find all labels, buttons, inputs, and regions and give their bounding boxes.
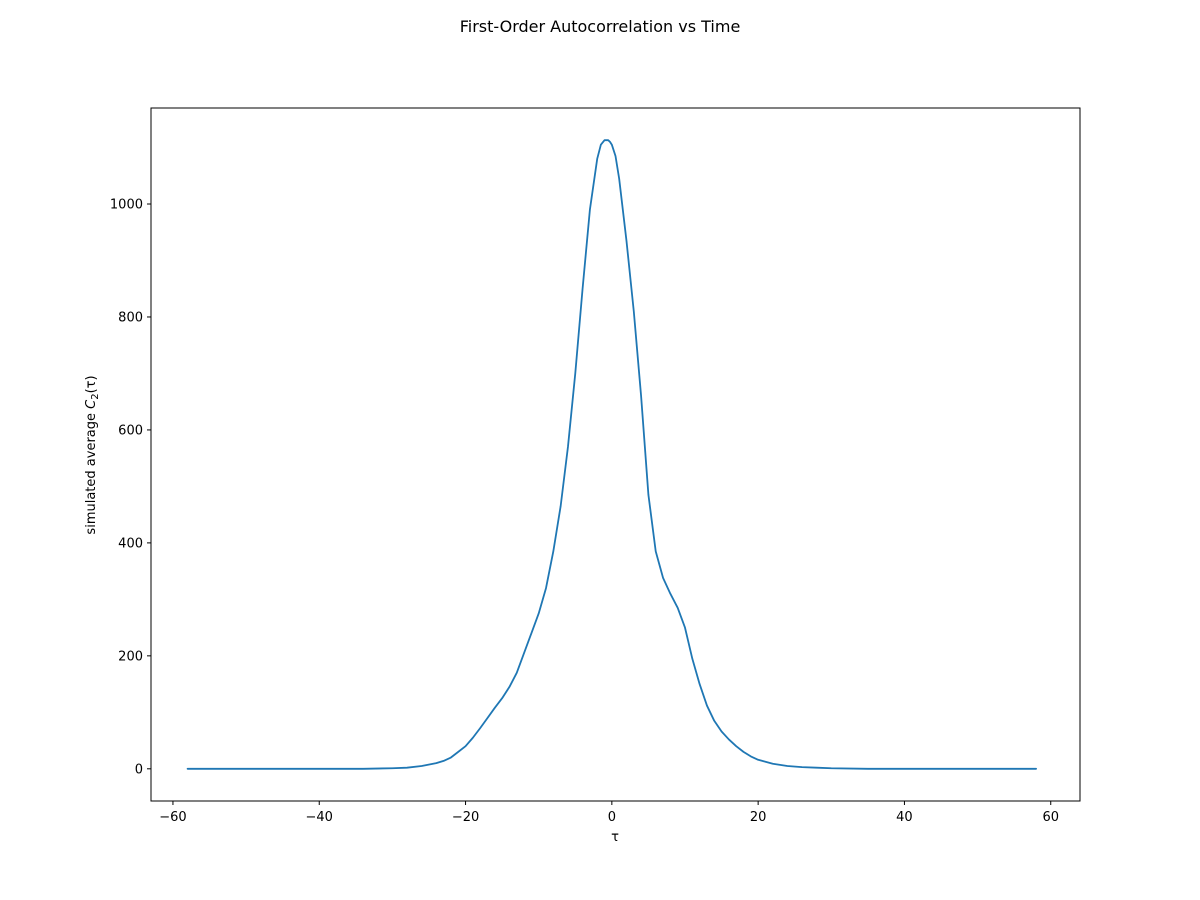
- y-tick-label: 600: [118, 423, 143, 438]
- x-tick-label: 40: [896, 810, 913, 825]
- series-line-0: [186, 139, 1038, 770]
- plot-area: [150, 107, 1081, 802]
- plot-frame: [150, 107, 1081, 802]
- x-axis-label: τ: [611, 830, 619, 845]
- x-tick-label: −40: [306, 810, 333, 825]
- plot-background: [151, 108, 1080, 801]
- y-tick-label: 800: [118, 310, 143, 325]
- x-axis-ticks: −60 −40 −20 0 20 40 60: [159, 801, 1059, 825]
- x-tick-label: 60: [1042, 810, 1059, 825]
- x-tick-label: 20: [750, 810, 767, 825]
- y-axis-label-symbol: C: [84, 399, 99, 409]
- y-axis-label-suffix: (τ): [84, 375, 99, 393]
- y-axis-label: simulated average C2(τ): [84, 375, 101, 534]
- y-axis-label-prefix: simulated average: [84, 409, 99, 535]
- y-tick-label: 1000: [110, 198, 143, 213]
- y-tick-label: 0: [135, 762, 143, 777]
- x-tick-label: −60: [159, 810, 186, 825]
- y-axis-ticks: 0 200 400 600 800 1000: [110, 198, 151, 777]
- y-tick-label: 400: [118, 536, 143, 551]
- x-tick-label: 0: [608, 810, 616, 825]
- y-axis-label-subscript: 2: [90, 393, 101, 399]
- chart-title: First-Order Autocorrelation vs Time: [460, 17, 741, 36]
- x-tick-label: −20: [452, 810, 479, 825]
- series-layer: [186, 139, 1038, 770]
- y-tick-label: 200: [118, 649, 143, 664]
